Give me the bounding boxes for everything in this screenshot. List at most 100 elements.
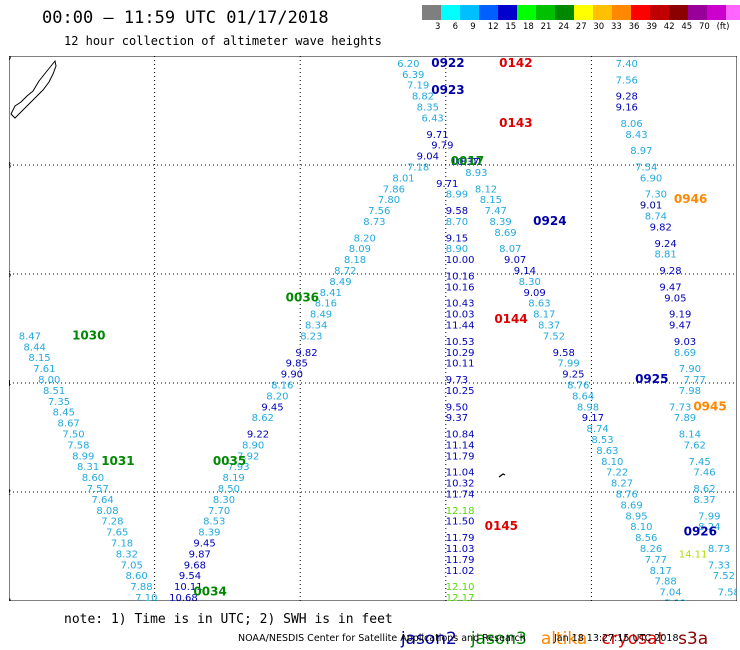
swh-value: 9.73 xyxy=(446,375,468,386)
swh-value: 8.62 xyxy=(693,484,715,495)
swh-value: 7.40 xyxy=(616,59,638,70)
colorbar-swatch xyxy=(650,5,669,20)
legend-cryosat: cryosat xyxy=(601,629,665,649)
map-subtitle: 12 hour collection of altimeter wave hei… xyxy=(64,34,382,48)
swh-value: 7.57 xyxy=(87,484,109,495)
swh-value: 8.12 xyxy=(475,184,497,195)
colorbar-label: 39 xyxy=(646,22,658,32)
wave-height-values: 7.407.569.289.168.068.438.977.546.907.30… xyxy=(19,59,737,601)
legend-jason3: jason3 xyxy=(470,629,527,649)
swh-value: 7.18 xyxy=(111,539,133,550)
swh-value: 8.99 xyxy=(446,190,468,201)
swh-value: 6.39 xyxy=(402,70,424,81)
swh-value: 9.45 xyxy=(193,539,215,550)
swh-value: 7.86 xyxy=(383,184,405,195)
swh-value: 9.37 xyxy=(446,413,468,424)
swh-value: 11.02 xyxy=(446,566,475,577)
credit-line: NOAA/NESDIS Center for Satellite Applica… xyxy=(238,633,526,644)
swh-value: 8.53 xyxy=(591,435,613,446)
swh-value: 8.98 xyxy=(577,402,599,413)
colorbar-label: 30 xyxy=(593,22,605,32)
swh-value: 7.61 xyxy=(33,364,55,375)
colorbar-swatch xyxy=(631,5,650,20)
swh-value: 8.49 xyxy=(329,277,351,288)
swh-value: 7.90 xyxy=(679,364,701,375)
legend-altika: altika xyxy=(540,629,588,649)
swh-value: 8.45 xyxy=(53,408,75,419)
swh-value: 10.53 xyxy=(446,337,475,348)
swh-value: 8.90 xyxy=(446,244,468,255)
colorbar-label: 27 xyxy=(575,22,587,32)
swh-value: 9.04 xyxy=(417,152,439,163)
track-time-label: 0036 xyxy=(286,290,319,304)
swh-value: 14.11 xyxy=(679,549,708,560)
swh-value: 8.50 xyxy=(218,484,240,495)
swh-value: 8.81 xyxy=(654,250,676,261)
swh-value: 9.90 xyxy=(281,370,303,381)
swh-value: 8.07 xyxy=(499,244,521,255)
swh-value: 10.29 xyxy=(446,348,475,359)
swh-value: 8.35 xyxy=(417,103,439,114)
swh-value: 6.90 xyxy=(640,173,662,184)
colorbar-swatch xyxy=(707,5,726,20)
swh-value: 7.99 xyxy=(557,359,579,370)
map-title: 00:00 – 11:59 UTC 01/17/2018 xyxy=(42,8,329,28)
swh-value: 8.14 xyxy=(679,430,701,441)
swh-value: 7.56 xyxy=(368,206,390,217)
swh-value: 10.37 xyxy=(451,157,480,168)
swh-value: 7.93 xyxy=(227,462,249,473)
swh-value: 11.44 xyxy=(446,321,475,332)
swh-value: 7.77 xyxy=(684,375,706,386)
swh-value: 8.20 xyxy=(266,391,288,402)
swh-value: 7.22 xyxy=(606,468,628,479)
swh-value: 9.47 xyxy=(669,321,691,332)
swh-value: 7.92 xyxy=(237,451,259,462)
swh-value: 10.16 xyxy=(446,271,475,282)
swh-value: 7.88 xyxy=(654,577,676,588)
swh-value: 8.24 xyxy=(698,522,720,533)
swh-value: 8.73 xyxy=(708,544,730,555)
colorbar-label: 3 xyxy=(435,22,441,32)
track-time-label: 0926 xyxy=(684,525,717,539)
swh-value: 7.65 xyxy=(106,528,128,539)
colorbar-label: 70 xyxy=(699,22,710,32)
swh-value: 8.97 xyxy=(630,146,652,157)
swh-value: 8.73 xyxy=(363,217,385,228)
track-time-label: 0145 xyxy=(485,519,518,533)
colorbar-label: 24 xyxy=(558,22,570,32)
colorbar-label: 18 xyxy=(523,22,534,32)
satellite-legend: jason2 jason3 altika cryosat s3a xyxy=(390,609,722,649)
track-time-label: 0144 xyxy=(494,312,527,326)
colorbar-swatch xyxy=(574,5,593,20)
swh-value: 9.17 xyxy=(582,413,604,424)
swh-value: 7.64 xyxy=(92,495,114,506)
track-time-label: 1031 xyxy=(101,454,134,468)
swh-value: 12.10 xyxy=(446,582,475,593)
swh-value: 11.79 xyxy=(446,533,475,544)
track-time-label: 0945 xyxy=(693,399,726,413)
colorbar-swatch xyxy=(422,5,441,20)
swh-value: 8.76 xyxy=(567,380,589,391)
swh-value: 8.16 xyxy=(315,299,337,310)
swh-value: 8.20 xyxy=(354,233,376,244)
swh-value: 8.30 xyxy=(213,495,235,506)
swh-value: 7.45 xyxy=(688,457,710,468)
colorbar-swatch xyxy=(536,5,555,20)
swh-value: 7.58 xyxy=(718,588,737,599)
track-time-label: 0925 xyxy=(635,372,668,386)
colorbar-swatch xyxy=(498,5,517,20)
swh-value: 9.28 xyxy=(659,266,681,277)
swh-value: 8.15 xyxy=(480,195,502,206)
swh-value: 7.98 xyxy=(679,386,701,397)
track-time-label: 0946 xyxy=(674,192,707,206)
swh-value: 11.03 xyxy=(446,544,475,555)
swh-value: 7.73 xyxy=(669,402,691,413)
colorbar-swatch xyxy=(669,5,688,20)
swh-value: 8.60 xyxy=(82,473,104,484)
latitude-label: 36 xyxy=(9,270,11,279)
coastline xyxy=(10,59,506,478)
swh-value: 8.67 xyxy=(58,419,80,430)
track-time-label: 0035 xyxy=(213,454,246,468)
swh-value: 8.31 xyxy=(77,462,99,473)
swh-value: 8.99 xyxy=(72,451,94,462)
